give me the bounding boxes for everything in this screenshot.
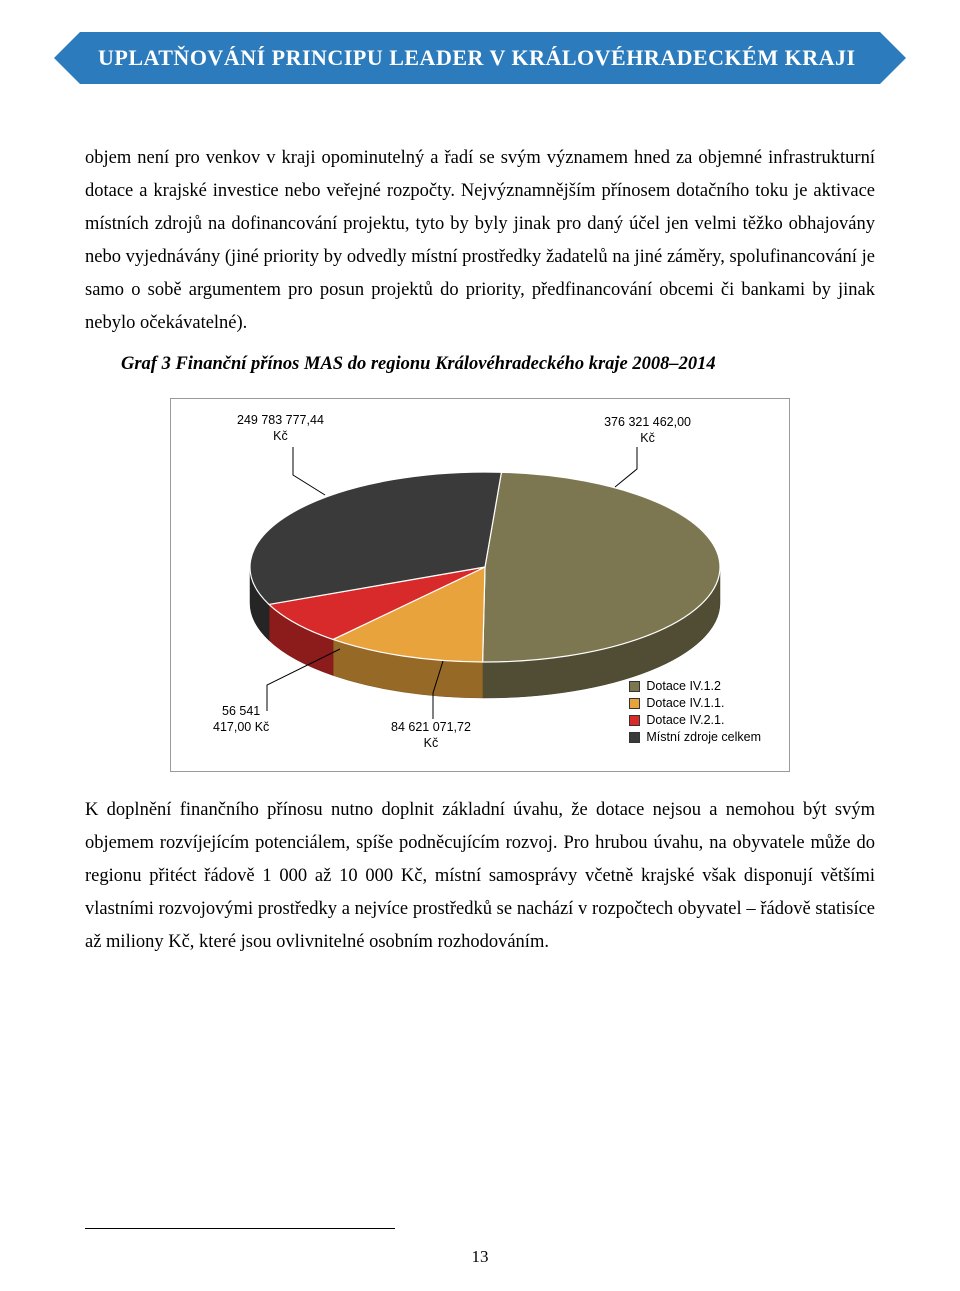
legend-swatch (629, 698, 640, 709)
page-number: 13 (0, 1247, 960, 1267)
paragraph-2: K doplnění finančního přínosu nutno dopl… (85, 794, 875, 959)
chart-legend: Dotace IV.1.2 Dotace IV.1.1. Dotace IV.2.1… (629, 679, 761, 747)
callout-top-left-v2: Kč (273, 429, 288, 443)
callout-top-left-v1: 249 783 777,44 (237, 413, 324, 427)
legend-label: Dotace IV.2.1. (646, 713, 724, 727)
body-copy-upper: objem není pro venkov v kraji opominutel… (85, 142, 875, 380)
pie-chart: 249 783 777,44 Kč 376 321 462,00 Kč 56 5… (185, 417, 775, 757)
legend-row: Místní zdroje celkem (629, 730, 761, 744)
legend-label: Dotace IV.1.1. (646, 696, 724, 710)
paragraph-1: objem není pro venkov v kraji opominutel… (85, 142, 875, 340)
callout-bottom-left: 56 541 417,00 Kč (213, 704, 269, 735)
callout-bottom-mid: 84 621 071,72 Kč (391, 720, 471, 751)
legend-row: Dotace IV.1.2 (629, 679, 761, 693)
legend-swatch (629, 715, 640, 726)
legend-label: Dotace IV.1.2 (646, 679, 721, 693)
callout-bottom-mid-v1: 84 621 071,72 (391, 720, 471, 734)
callout-top-left: 249 783 777,44 Kč (237, 413, 324, 444)
callout-top-right-v2: Kč (640, 431, 655, 445)
legend-row: Dotace IV.1.1. (629, 696, 761, 710)
pie-chart-container: 249 783 777,44 Kč 376 321 462,00 Kč 56 5… (170, 398, 790, 772)
legend-row: Dotace IV.2.1. (629, 713, 761, 727)
callout-bottom-left-v2: 417,00 Kč (213, 720, 269, 734)
callout-top-right: 376 321 462,00 Kč (604, 415, 691, 446)
legend-swatch (629, 681, 640, 692)
page-title: UPLATŇOVÁNÍ PRINCIPU LEADER V KRÁLOVÉHRA… (98, 45, 856, 71)
callout-bottom-mid-v2: Kč (424, 736, 439, 750)
legend-swatch (629, 732, 640, 743)
footer-rule (85, 1228, 395, 1229)
legend-label: Místní zdroje celkem (646, 730, 761, 744)
callout-top-right-v1: 376 321 462,00 (604, 415, 691, 429)
body-copy-lower: K doplnění finančního přínosu nutno dopl… (85, 794, 875, 959)
chart-caption: Graf 3 Finanční přínos MAS do regionu Kr… (85, 348, 875, 381)
callout-bottom-left-v1: 56 541 (222, 704, 260, 718)
page-header-banner: UPLATŇOVÁNÍ PRINCIPU LEADER V KRÁLOVÉHRA… (80, 32, 880, 84)
